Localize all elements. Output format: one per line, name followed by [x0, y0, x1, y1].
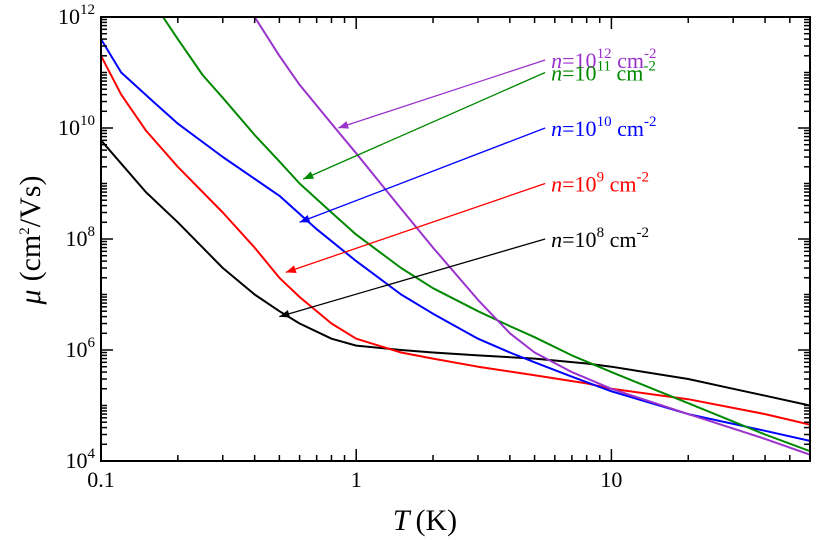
- x-tick-labels: 0.1 1 10: [87, 467, 622, 492]
- legend-label-4: n=1011 cm-2: [551, 59, 656, 86]
- legend-arrowhead-5: [338, 121, 349, 129]
- series-line-5: [253, 17, 810, 456]
- legend-label-5: n=1012 cm-2: [551, 46, 656, 73]
- y-axis-unit-sup: 2: [17, 227, 33, 235]
- legend-label-2: n=109 cm-2: [551, 170, 649, 197]
- legend-arrowhead-3: [299, 214, 311, 223]
- legend-arrow-3: [299, 127, 546, 223]
- legend-arrow-1: [279, 238, 546, 318]
- x-tick-label: 0.1: [87, 467, 115, 492]
- legend-arrow-2: [285, 182, 546, 274]
- series-line-1: [101, 139, 810, 407]
- legend-arrowhead-2: [285, 265, 297, 273]
- y-tick-label: 108: [66, 224, 96, 251]
- y-axis-unit-pre: (cm: [14, 235, 47, 282]
- y-axis-symbol: μ: [14, 289, 47, 305]
- x-axis-symbol: T: [393, 504, 412, 537]
- legend-label-3: n=1010 cm-2: [551, 114, 656, 141]
- y-tick-label: 106: [66, 335, 96, 362]
- legend-label-1: n=108 cm-2: [551, 225, 649, 252]
- legend: n=1012 cm-2n=1011 cm-2 n=1010 cm-2 n=109 c…: [551, 46, 656, 252]
- y-tick-label: 1010: [58, 113, 95, 140]
- x-axis-title: T (K): [393, 504, 457, 537]
- x-axis-unit: (K): [416, 504, 458, 537]
- y-tick-label: 1012: [58, 2, 95, 29]
- series-line-4: [162, 17, 810, 453]
- plot-frame: [100, 16, 811, 462]
- y-tick-labels: 104 106 108 1010 1012: [58, 2, 96, 473]
- series-line-2: [101, 55, 810, 426]
- ticks-layer: [100, 17, 811, 462]
- y-axis-title: μ (cm2/Vs): [14, 176, 47, 306]
- legend-arrowhead-4: [303, 171, 314, 180]
- legend-arrowhead-1: [279, 309, 291, 318]
- x-tick-label: 10: [600, 467, 622, 492]
- legend-arrow-4: [302, 71, 546, 180]
- y-tick-label: 104: [66, 446, 96, 473]
- series-layer: [101, 17, 810, 456]
- y-axis-unit-post: /Vs): [14, 176, 47, 228]
- legend-arrow-5: [337, 59, 546, 129]
- arrows-layer: [279, 59, 546, 318]
- series-line-3: [101, 38, 810, 442]
- x-tick-label: 1: [351, 467, 362, 492]
